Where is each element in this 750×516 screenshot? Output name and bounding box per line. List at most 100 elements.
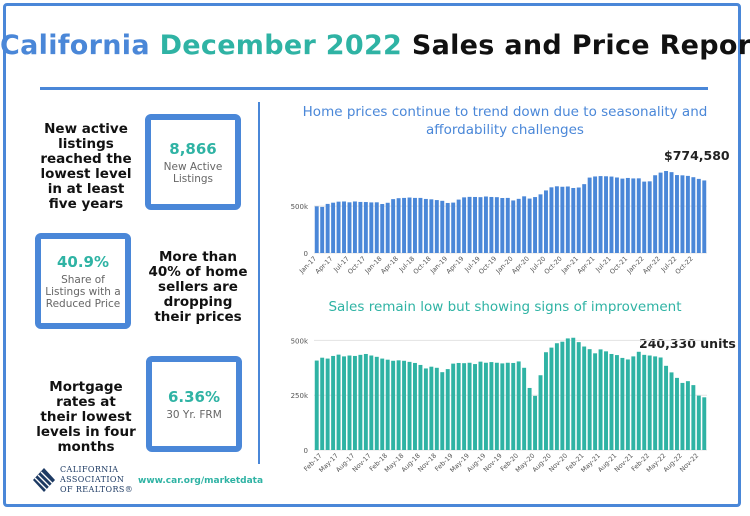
title-divider: [40, 87, 708, 90]
bar: [314, 360, 319, 450]
x-tick-label: Oct-18: [412, 255, 433, 276]
bar: [347, 355, 352, 450]
bar: [527, 387, 532, 450]
bar: [462, 363, 467, 450]
bar: [560, 341, 565, 450]
bar: [413, 197, 417, 253]
bar: [685, 381, 690, 450]
bar: [500, 198, 505, 253]
bar: [462, 197, 467, 253]
bar: [418, 364, 423, 450]
bar: [413, 362, 417, 450]
bar: [456, 199, 461, 253]
bar: [571, 337, 576, 450]
bar: [544, 190, 548, 253]
bar: [363, 353, 368, 450]
bar: [598, 349, 603, 450]
bar: [642, 354, 647, 450]
title-part-period: December 2022: [159, 30, 403, 61]
sales-chart-title: Sales remain low but showing signs of im…: [328, 299, 682, 315]
bar: [576, 342, 581, 450]
bar: [342, 356, 346, 450]
bar: [494, 197, 499, 253]
bar: [511, 362, 516, 450]
bar: [604, 176, 608, 253]
x-tick-label: Apr-19: [445, 255, 466, 276]
bar: [380, 358, 385, 450]
bar: [358, 354, 363, 450]
page-title: California December 2022 Sales and Price…: [0, 30, 750, 61]
bar: [560, 186, 565, 253]
bar: [391, 199, 396, 253]
bar: [664, 171, 669, 253]
bar: [358, 201, 363, 253]
bar: [571, 187, 576, 253]
bar: [680, 175, 685, 253]
bar: [473, 196, 477, 253]
bar: [582, 346, 587, 450]
market-data-link[interactable]: www.car.org/marketdata: [138, 476, 264, 486]
bar: [696, 178, 701, 253]
bar: [653, 356, 658, 450]
bar: [647, 355, 652, 450]
reduced-label: Share of Listings with a Reduced Price: [45, 273, 121, 310]
bar: [669, 372, 674, 450]
bar: [489, 196, 494, 253]
x-tick-label: Nov-22: [678, 452, 700, 472]
bar: [658, 357, 663, 450]
bar: [494, 362, 499, 450]
bar: [527, 198, 532, 253]
reduced-description: More than 40% of home sellers are droppi…: [148, 249, 248, 325]
bar: [614, 355, 619, 450]
x-tick-label: Oct-22: [674, 255, 695, 276]
bar: [336, 201, 341, 253]
bar: [407, 197, 412, 253]
logo-line-2: ASSOCIATION: [60, 475, 125, 484]
reduced-stat-box: 40.9% Share of Listings with a Reduced P…: [35, 233, 131, 329]
bar: [647, 181, 652, 253]
bar: [500, 363, 505, 450]
realtors-logo-icon: [33, 468, 55, 492]
bar: [598, 176, 603, 253]
x-tick-label: Apr-18: [379, 255, 400, 276]
x-tick-label: Apr-21: [576, 255, 597, 276]
bar: [325, 203, 330, 253]
bar: [396, 198, 401, 253]
mortgage-stat-box: 6.36% 30 Yr. FRM: [146, 356, 242, 452]
bar: [483, 196, 488, 253]
bar: [483, 362, 488, 450]
logo-line-1: CALIFORNIA: [60, 465, 119, 474]
bar: [352, 355, 357, 450]
bar: [664, 365, 669, 450]
bar: [478, 197, 483, 253]
bar: [505, 197, 510, 253]
x-tick-label: Apr-17: [314, 255, 335, 276]
y-tick-label: 500k: [291, 203, 309, 211]
bar: [636, 178, 641, 253]
bar: [423, 198, 428, 253]
bar: [391, 360, 396, 450]
bar: [696, 395, 701, 450]
x-tick-label: Apr-22: [641, 255, 662, 276]
x-tick-label: Oct-17: [346, 255, 367, 276]
bar: [533, 395, 538, 450]
bar: [380, 204, 385, 253]
bar: [320, 357, 325, 450]
bar: [402, 360, 407, 450]
bar: [702, 180, 707, 253]
bar: [434, 367, 439, 450]
bar: [522, 196, 527, 253]
bar: [702, 397, 707, 450]
x-tick-label: Oct-21: [608, 255, 629, 276]
reduced-value: 40.9%: [56, 252, 110, 271]
bar: [473, 364, 477, 450]
bar: [369, 202, 374, 253]
bar: [587, 177, 592, 253]
bar: [544, 352, 548, 450]
bar: [593, 353, 598, 450]
bar: [440, 200, 445, 253]
sales-chart: 0250k500kFeb-17May-17Aug-17Nov-17Feb-18M…: [291, 337, 707, 472]
x-tick-label: Apr-20: [510, 255, 531, 276]
price-chart: 0500kJan-17Apr-17Jul-17Oct-17Jan-18Apr-1…: [291, 171, 707, 276]
bar: [347, 202, 352, 253]
